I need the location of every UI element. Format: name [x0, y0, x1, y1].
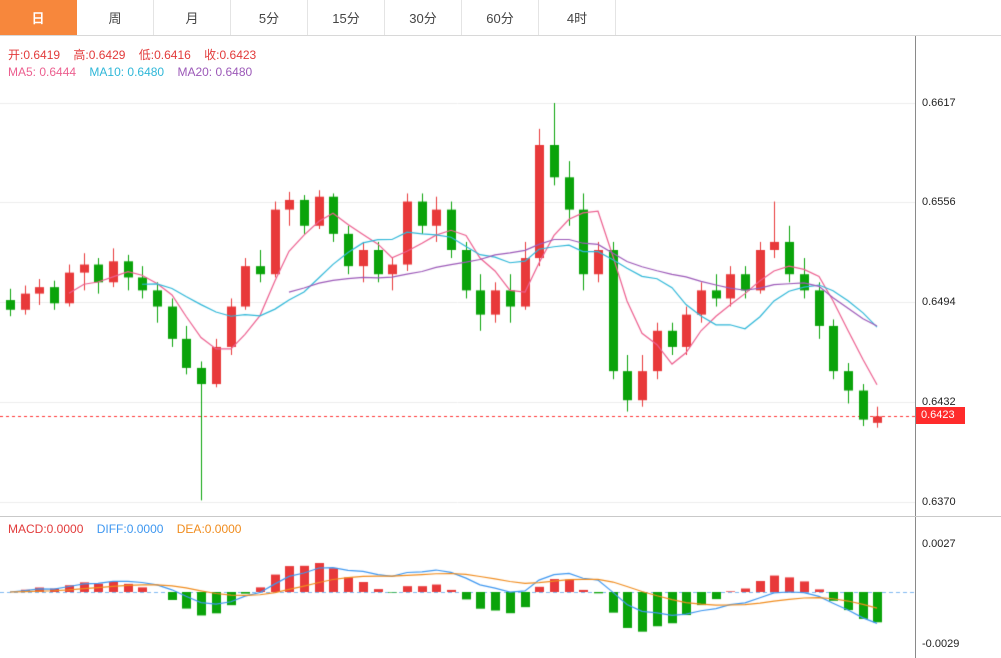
ma-legend: MA5: 0.6444 MA10: 0.6480 MA20: 0.6480	[8, 65, 262, 79]
tab-60min[interactable]: 60分	[462, 0, 539, 35]
price-axis: 0.6617 0.6556 0.6494 0.6432 0.6370 0.642…	[915, 36, 1000, 516]
price-axis-label: 0.6370	[922, 496, 956, 508]
macd-canvas[interactable]	[0, 517, 915, 658]
price-canvas[interactable]	[0, 36, 915, 516]
close-value: 收:0.6423	[204, 48, 257, 62]
diff-value: DIFF:0.0000	[96, 522, 164, 536]
price-chart-section: 开:0.6419 高:0.6429 低:0.6416 收:0.6423 MA5:…	[0, 36, 1001, 516]
open-value: 开:0.6419	[8, 48, 61, 62]
macd-plot: MACD:0.0000 DIFF:0.0000 DEA:0.0000	[0, 517, 915, 658]
ma10-value: MA10: 0.6480	[89, 65, 165, 79]
macd-value: MACD:0.0000	[8, 522, 84, 536]
timeframe-toolbar: 日 周 月 5分 15分 30分 60分 4时	[0, 0, 1001, 36]
macd-axis: 0.0027 -0.0029	[915, 517, 1000, 658]
macd-axis-label-top: 0.0027	[922, 537, 956, 550]
macd-legend: MACD:0.0000 DIFF:0.0000 DEA:0.0000	[8, 522, 251, 536]
ohlc-legend: 开:0.6419 高:0.6429 低:0.6416 收:0.6423	[8, 46, 266, 63]
tab-5min[interactable]: 5分	[231, 0, 308, 35]
price-axis-label: 0.6617	[922, 97, 956, 109]
price-axis-label: 0.6494	[922, 295, 956, 308]
price-axis-label: 0.6556	[922, 195, 956, 208]
tab-4hour[interactable]: 4时	[539, 0, 616, 35]
macd-axis-label-bottom: -0.0029	[922, 637, 960, 650]
tab-30min[interactable]: 30分	[385, 0, 462, 35]
current-price-badge: 0.6423	[916, 407, 965, 425]
dea-value: DEA:0.0000	[176, 522, 242, 536]
price-plot: 开:0.6419 高:0.6429 低:0.6416 收:0.6423 MA5:…	[0, 36, 915, 516]
macd-section: MACD:0.0000 DIFF:0.0000 DEA:0.0000 0.002…	[0, 516, 1001, 658]
ma20-value: MA20: 0.6480	[177, 65, 253, 79]
tab-15min[interactable]: 15分	[308, 0, 385, 35]
tab-week[interactable]: 周	[77, 0, 154, 35]
tab-day[interactable]: 日	[0, 0, 77, 35]
tab-month[interactable]: 月	[154, 0, 231, 35]
price-axis-label: 0.6432	[922, 395, 956, 408]
high-value: 高:0.6429	[73, 48, 126, 62]
low-value: 低:0.6416	[138, 48, 191, 62]
ma5-value: MA5: 0.6444	[8, 65, 77, 79]
